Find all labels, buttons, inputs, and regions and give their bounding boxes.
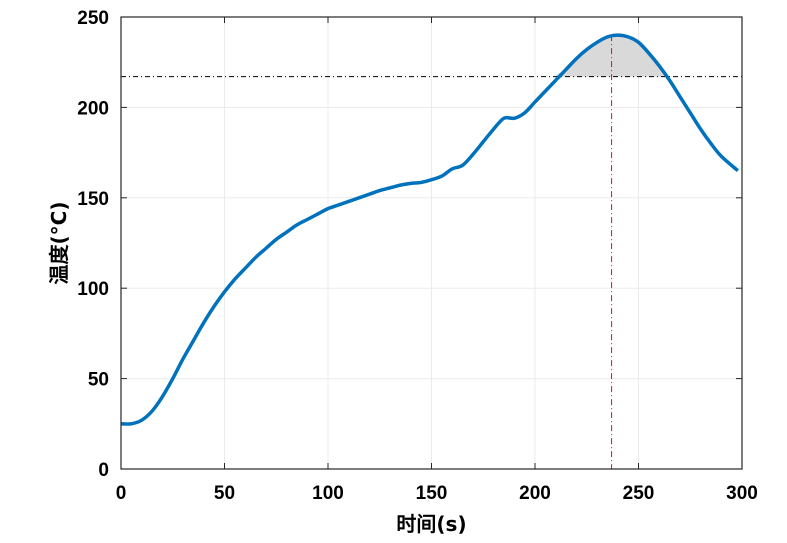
series-line <box>120 33 740 426</box>
x-tick-label: 100 <box>312 483 344 504</box>
x-axis-title: 时间(s) <box>396 512 466 536</box>
x-ticks: 0 50 100 150 200 250 300 <box>116 17 758 504</box>
y-tick-label: 150 <box>77 189 109 210</box>
y-tick-label: 200 <box>77 98 109 119</box>
y-tick-label: 250 <box>77 8 109 29</box>
y-axis-title: 温度(°C) <box>47 202 71 285</box>
x-tick-label: 250 <box>623 483 655 504</box>
y-ticks: 0 50 100 150 200 250 <box>77 8 742 481</box>
y-tick-label: 100 <box>77 279 109 300</box>
x-tick-label: 200 <box>519 483 551 504</box>
x-tick-label: 50 <box>214 483 235 504</box>
x-tick-label: 150 <box>416 483 448 504</box>
x-tick-label: 300 <box>726 483 758 504</box>
y-tick-label: 0 <box>98 460 109 481</box>
x-tick-label: 0 <box>116 483 127 504</box>
grid <box>121 17 742 469</box>
y-tick-label: 50 <box>88 370 109 391</box>
